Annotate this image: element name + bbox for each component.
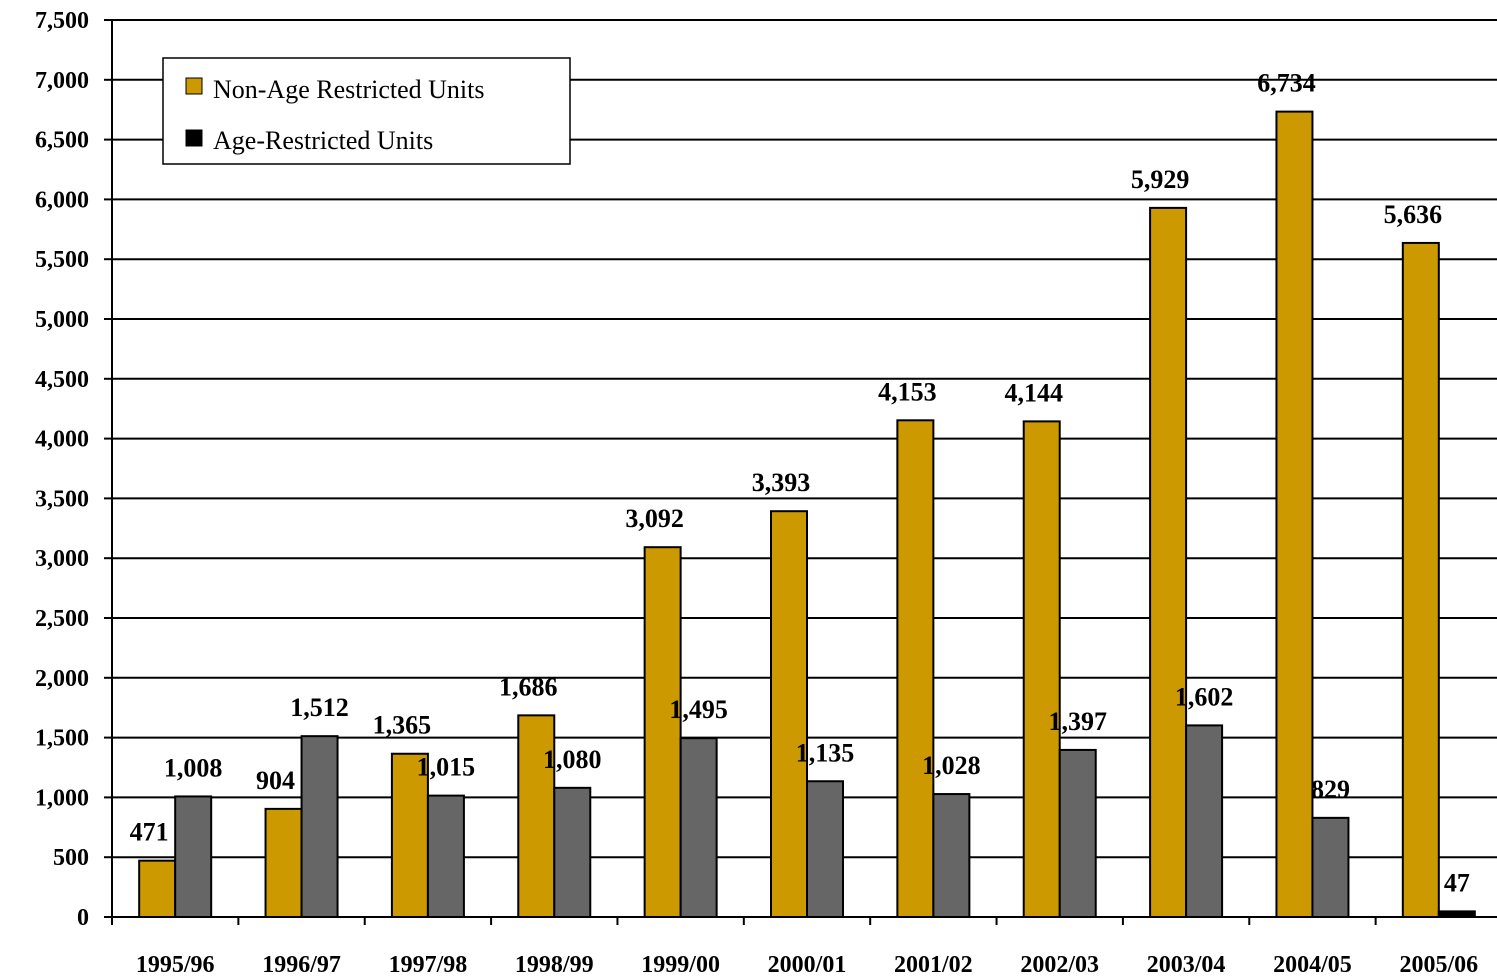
bar-non-age-restricted: [138, 859, 177, 918]
y-tick-label: 1,500: [35, 726, 89, 752]
data-label-non-age-restricted: 4,144: [1004, 378, 1063, 407]
y-tick-label: 6,000: [35, 187, 89, 213]
y-tick-label: 500: [53, 845, 89, 871]
y-tick-label: 5,000: [35, 307, 89, 333]
bar-age-restricted: [300, 735, 339, 918]
data-label-age-restricted: 1,008: [164, 753, 223, 782]
bar-non-age-restricted: [770, 510, 808, 918]
y-tick-label: 2,000: [35, 666, 89, 692]
y-tick-label: 2,500: [35, 606, 89, 632]
y-tick-label: 3,500: [35, 486, 89, 512]
bar-age-restricted: [679, 737, 718, 918]
data-label-age-restricted: 829: [1311, 775, 1350, 804]
data-label-non-age-restricted: 6,734: [1257, 69, 1316, 98]
bar-age-restricted: [932, 793, 971, 919]
x-tick-label: 1998/99: [515, 952, 594, 978]
legend-box: [162, 57, 571, 165]
legend-label-non-age-restricted: Non-Age Restricted Units: [213, 75, 485, 104]
data-label-non-age-restricted: 1,686: [499, 672, 558, 701]
bar-age-restricted: [426, 794, 465, 919]
axes: [111, 20, 1497, 925]
legend-swatch-non-age-restricted: [185, 77, 203, 95]
bar-age-restricted: [553, 786, 592, 918]
data-label-age-restricted: 1,135: [796, 738, 855, 767]
x-tick-label: 2000/01: [768, 952, 847, 978]
x-tick-label: 1997/98: [389, 952, 468, 978]
data-label-age-restricted: 1,495: [669, 695, 728, 724]
y-tick-label: 5,500: [35, 247, 89, 273]
bar-non-age-restricted: [643, 546, 682, 918]
bar-non-age-restricted: [264, 807, 303, 918]
y-tick-label: 7,500: [35, 8, 89, 34]
bar-non-age-restricted: [390, 752, 429, 918]
data-label-non-age-restricted: 1,365: [373, 711, 432, 740]
data-label-non-age-restricted: 5,636: [1384, 200, 1443, 229]
data-label-non-age-restricted: 3,092: [625, 504, 684, 533]
bar-age-restricted: [174, 795, 213, 918]
data-label-age-restricted: 1,602: [1175, 682, 1234, 711]
bar-non-age-restricted: [1022, 420, 1061, 918]
x-tick-labels: 1995/96 1996/97 1997/98 1998/99 1999/00 2000/…: [136, 952, 1478, 978]
bar-age-restricted: [806, 780, 844, 919]
data-label-age-restricted: 1,015: [417, 753, 476, 782]
data-label-non-age-restricted: 904: [256, 766, 295, 795]
legend-label-age-restricted: Age-Restricted Units: [213, 126, 433, 155]
data-label-non-age-restricted: 4,153: [878, 377, 937, 406]
legend: Non-Age Restricted Units Age-Restricted …: [162, 57, 571, 165]
x-tick-label: 1995/96: [136, 952, 215, 978]
y-tick-labels: 0 500 1,000 1,500 2,000 2,500 3,000 3,500 4,000 4…: [35, 8, 89, 931]
bar-non-age-restricted: [896, 419, 935, 918]
bar-non-age-restricted: [1149, 206, 1188, 918]
y-tick-label: 3,000: [35, 546, 89, 572]
bar-age-restricted: [1058, 748, 1097, 919]
legend-swatch-age-restricted: [185, 129, 203, 147]
bar-non-age-restricted: [1275, 110, 1314, 919]
bar-age-restricted: [1185, 724, 1224, 919]
data-label-age-restricted: 1,397: [1048, 707, 1107, 736]
y-tick-label: 1,000: [35, 785, 89, 811]
bar-age-restricted: [1311, 816, 1350, 919]
x-tick-label: 2003/04: [1147, 952, 1226, 978]
data-labels: 471 1,008 904 1,512 1,365 1,015 1,686 1,080 3,09…: [130, 69, 1470, 898]
y-tick-label: 4,000: [35, 427, 89, 453]
data-label-non-age-restricted: 5,929: [1131, 165, 1190, 194]
x-tick-label: 2005/06: [1399, 952, 1478, 978]
bars: [138, 110, 1476, 919]
data-label-age-restricted: 47: [1444, 868, 1470, 897]
bar-non-age-restricted: [1401, 241, 1440, 919]
data-label-non-age-restricted: 3,393: [752, 468, 811, 497]
x-tick-label: 2001/02: [894, 952, 973, 978]
x-tick-label: 1996/97: [262, 952, 341, 978]
data-label-age-restricted: 1,028: [922, 751, 981, 780]
x-tick-label: 2002/03: [1020, 952, 1099, 978]
data-label-age-restricted: 1,080: [543, 745, 602, 774]
data-label-non-age-restricted: 471: [130, 818, 169, 847]
y-tick-label: 0: [77, 905, 89, 931]
y-tick-label: 7,000: [35, 68, 89, 94]
y-tick-label: 4,500: [35, 367, 89, 393]
y-tick-label: 6,500: [35, 128, 89, 154]
x-tick-label: 2004/05: [1273, 952, 1352, 978]
x-tick-label: 1999/00: [641, 952, 720, 978]
data-label-age-restricted: 1,512: [290, 693, 349, 722]
